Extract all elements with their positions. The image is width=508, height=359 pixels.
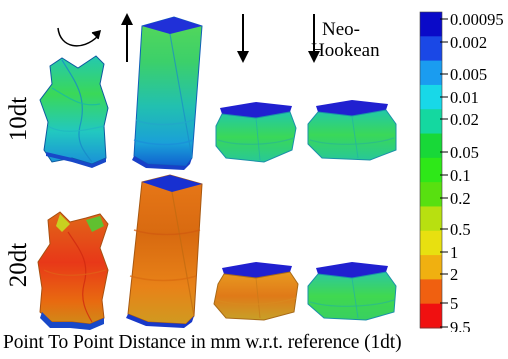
- colorbar-tick-label: 0.2: [450, 189, 471, 208]
- model-label-line1: Neo-: [322, 19, 360, 40]
- down-arrow-icon: [308, 14, 320, 63]
- colorbar-tick-label: 1: [450, 243, 458, 262]
- colorbar-segment: [420, 303, 442, 329]
- colorbar-tick-label: 0.5: [450, 220, 471, 239]
- compressed-block-20dt-b: [307, 262, 397, 321]
- colorbar-segment: [420, 84, 442, 110]
- colorbar: 0.00095 0.002 0.005 0.01 0.02 0.05 0.1 0.2 0.5 1 2…: [419, 10, 504, 332]
- row-label-20dt: 20dt: [5, 243, 32, 288]
- twisted-block-10dt: [39, 55, 109, 168]
- rotate-arrow-icon: [57, 27, 102, 47]
- tall-block-20dt: [126, 174, 203, 328]
- colorbar-segment: [420, 182, 442, 207]
- colorbar-tick-label: 2: [450, 265, 458, 284]
- colorbar-tick-label: 0.05: [450, 143, 479, 162]
- figure: 10dt 20dt Neo- Hookean: [5, 10, 504, 332]
- colorbar-segment: [420, 206, 442, 232]
- colorbar-segment: [420, 279, 442, 305]
- compressed-block-10dt-b: [307, 100, 397, 161]
- colorbar-segment: [420, 157, 442, 183]
- colorbar-segment: [420, 12, 442, 37]
- colorbar-segment: [420, 109, 442, 135]
- colorbar-frame: [419, 11, 443, 329]
- tall-block-10dt: [132, 16, 203, 170]
- row-label-10dt: 10dt: [5, 97, 32, 142]
- colorbar-segment: [420, 36, 442, 62]
- compressed-block-20dt-a: [213, 262, 299, 321]
- colorbar-segment: [420, 255, 442, 280]
- colorbar-tick-label: 0.005: [450, 65, 487, 84]
- colorbar-tick-label: 5: [450, 294, 458, 313]
- compressed-block-10dt-a: [215, 102, 297, 163]
- colorbar-segment: [420, 133, 442, 159]
- figure-caption: Point To Point Distance in mm w.r.t. ref…: [3, 332, 402, 353]
- colorbar-segment: [420, 230, 442, 256]
- up-arrow-icon: [121, 13, 133, 62]
- colorbar-tick-label: 0.02: [450, 110, 479, 129]
- twisted-block-20dt: [37, 211, 109, 330]
- colorbar-tick-label: 0.01: [450, 88, 479, 107]
- colorbar-segment: [420, 60, 442, 86]
- colorbar-tick-label: 9.5: [450, 318, 471, 332]
- down-arrow-icon: [237, 14, 249, 63]
- model-label-line2: Hookean: [311, 40, 380, 61]
- colorbar-tick-label: 0.002: [450, 33, 487, 52]
- colorbar-tick-label: 0.00095: [450, 10, 504, 29]
- colorbar-tick-label: 0.1: [450, 166, 471, 185]
